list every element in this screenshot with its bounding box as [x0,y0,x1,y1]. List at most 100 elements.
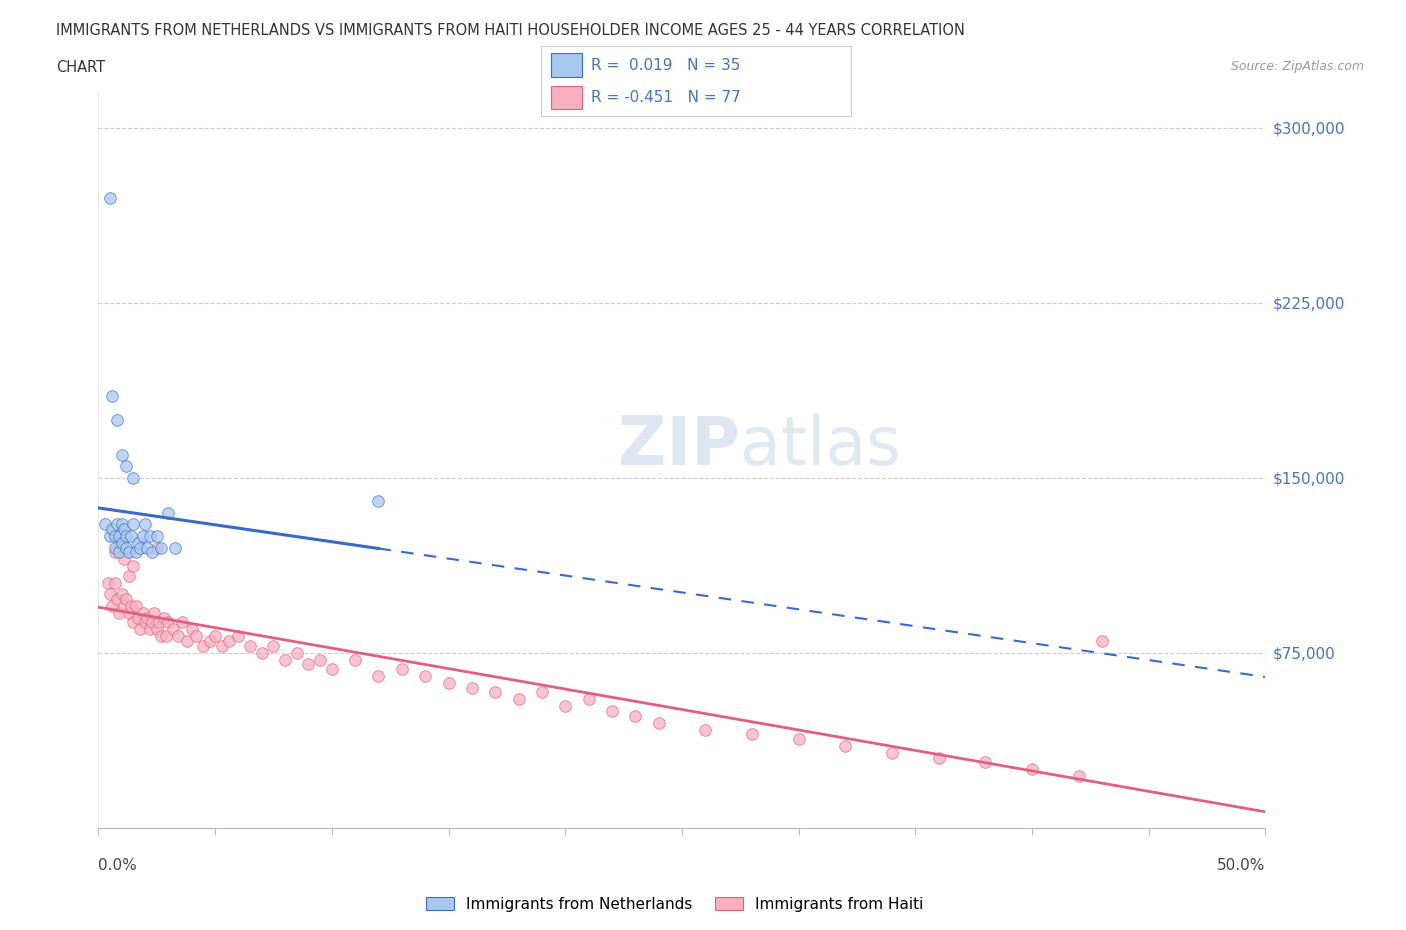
Point [437,676,460,691]
Point [122,471,145,485]
Point [108,536,131,551]
Point [112,599,135,614]
Point [262,638,284,653]
Point [787,732,810,747]
Text: Source: ZipAtlas.com: Source: ZipAtlas.com [1230,60,1364,73]
Point [152,610,174,625]
Point [695,723,717,737]
Point [98,587,121,602]
Point [391,661,413,676]
Point [146,622,169,637]
Point [118,545,141,560]
Point [104,576,127,591]
Point [193,638,215,653]
Point [146,540,169,555]
Point [200,633,222,648]
Point [180,622,202,637]
Point [624,709,647,724]
Point [741,727,763,742]
Text: 0.0%: 0.0% [98,857,138,872]
Point [120,599,142,614]
Point [111,517,134,532]
Text: ZIP: ZIP [619,413,741,479]
Point [484,685,506,700]
Point [101,389,124,404]
Point [139,622,162,637]
Point [834,738,856,753]
Point [104,540,127,555]
Point [101,599,124,614]
Point [134,517,156,532]
Point [127,610,149,625]
Point [157,505,180,520]
Point [111,587,134,602]
Point [101,522,124,537]
Point [1067,769,1090,784]
Text: IMMIGRANTS FROM NETHERLANDS VS IMMIGRANTS FROM HAITI HOUSEHOLDER INCOME AGES 25 : IMMIGRANTS FROM NETHERLANDS VS IMMIGRANT… [56,23,965,38]
Point [94,517,117,532]
Point [297,657,319,671]
Point [239,638,262,653]
Point [98,529,121,544]
Point [974,755,997,770]
Point [880,746,903,761]
Point [344,652,367,667]
Point [105,412,128,427]
Point [112,552,135,567]
Point [136,540,159,555]
Point [136,610,159,625]
Point [98,191,121,206]
Point [204,629,226,644]
Point [115,458,138,473]
Point [108,605,131,620]
Point [155,629,177,644]
Point [150,540,173,555]
Point [165,540,187,555]
Point [146,529,169,544]
Point [250,645,273,660]
Point [554,699,576,714]
Point [105,517,128,532]
Point [108,545,131,560]
Point [461,681,484,696]
Point [134,615,156,630]
Point [285,645,308,660]
Point [115,529,138,544]
Point [157,615,180,630]
Point [186,629,208,644]
Text: CHART: CHART [56,60,105,75]
Point [122,517,145,532]
Point [413,669,436,684]
Point [120,529,142,544]
Point [141,615,163,630]
Point [1021,762,1043,777]
Point [211,638,233,653]
Point [104,529,127,544]
Point [143,605,166,620]
Point [218,633,240,648]
Point [125,599,148,614]
Point [104,545,127,560]
Point [139,529,162,544]
Point [127,536,149,551]
Point [125,545,148,560]
Point [321,661,343,676]
Point [132,529,155,544]
Point [105,591,128,606]
Point [647,715,669,730]
Point [115,540,138,555]
Point [309,652,332,667]
Point [228,629,250,644]
Point [928,751,950,765]
Point [176,633,198,648]
Point [122,615,145,630]
Point [162,622,184,637]
Point [508,692,530,707]
Point [122,559,145,574]
Point [112,522,135,537]
Point [118,605,141,620]
Point [129,540,152,555]
FancyBboxPatch shape [551,86,582,110]
Text: 50.0%: 50.0% [1218,857,1265,872]
Text: R =  0.019   N = 35: R = 0.019 N = 35 [591,58,740,73]
